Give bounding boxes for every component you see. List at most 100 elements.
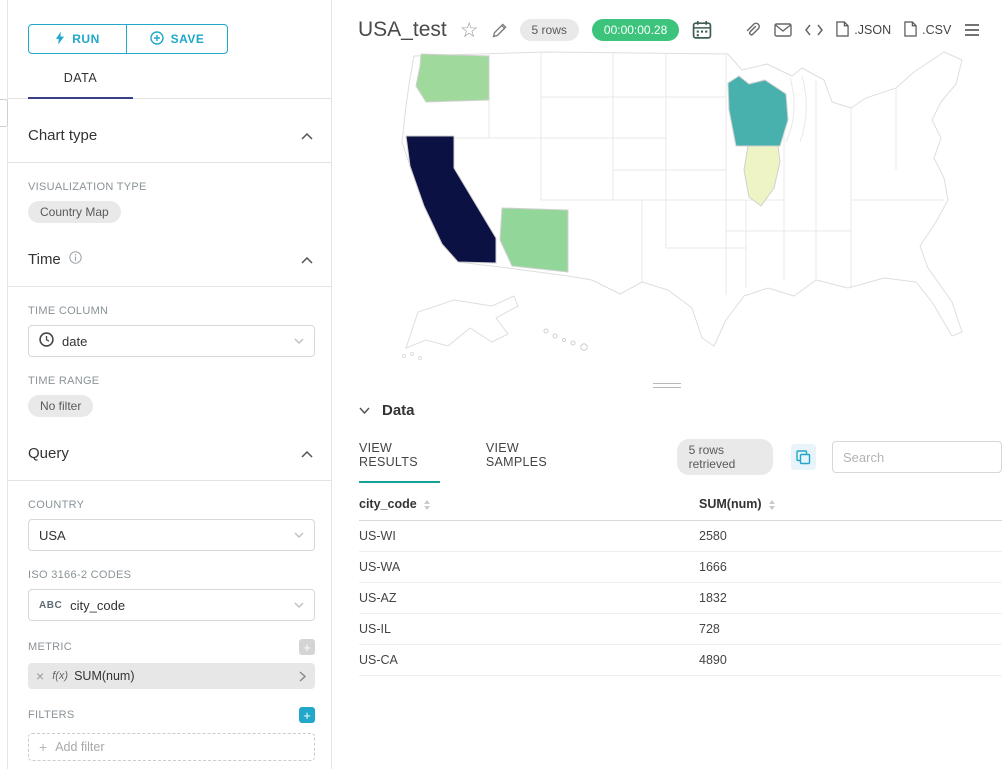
- state-wisconsin[interactable]: [727, 75, 789, 147]
- results-toolbar: VIEW RESULTS VIEW SAMPLES 5 rows retriev…: [359, 439, 1002, 483]
- add-metric-button[interactable]: +: [299, 639, 315, 655]
- run-button-label: RUN: [72, 32, 100, 46]
- export-json-label: .JSON: [854, 23, 892, 37]
- results-table: city_code SUM(num) US-WI 2580 US-WA 1666 US-…: [359, 487, 1002, 676]
- table-cell: US-CA: [359, 644, 699, 676]
- info-icon[interactable]: [69, 251, 82, 268]
- section-time-label: Time: [28, 251, 61, 268]
- metric-label-row: METRIC +: [28, 639, 315, 655]
- collapsed-datasource-panel: [0, 0, 8, 769]
- file-icon: [836, 20, 849, 40]
- state-illinois[interactable]: [743, 145, 781, 207]
- add-filter-placeholder: Add filter: [55, 740, 105, 754]
- time-column-value: date: [62, 333, 88, 349]
- table-row: US-IL 728: [359, 613, 1002, 645]
- iso-codes-label: ISO 3166-2 CODES: [28, 569, 132, 581]
- usa-choropleth-map: [401, 51, 963, 360]
- plus-circle-icon: [149, 30, 164, 48]
- section-query[interactable]: Query: [8, 417, 331, 481]
- table-header-row: city_code SUM(num): [359, 487, 1002, 521]
- export-json-button[interactable]: .JSON: [836, 20, 892, 40]
- chevron-down-icon: [294, 532, 304, 538]
- row-count-badge: 5 rows: [519, 19, 579, 41]
- favorite-star-icon[interactable]: ☆: [459, 18, 479, 42]
- query-timer-badge: 00:00:00.28: [591, 19, 680, 41]
- section-chart-type-label: Chart type: [28, 127, 98, 144]
- chevron-up-icon: [301, 445, 313, 462]
- state-borders: [454, 53, 944, 295]
- email-icon[interactable]: [774, 23, 792, 37]
- plus-icon: +: [303, 707, 311, 723]
- table-cell: 728: [699, 613, 1002, 645]
- metric-pill[interactable]: × f(x) SUM(num): [28, 663, 315, 689]
- tab-view-results[interactable]: VIEW RESULTS: [359, 441, 440, 483]
- file-icon: [904, 20, 917, 40]
- edit-pencil-icon[interactable]: [492, 22, 507, 38]
- state-washington[interactable]: [415, 53, 490, 103]
- paperclip-icon[interactable]: [744, 22, 761, 39]
- save-button[interactable]: SAVE: [126, 24, 228, 54]
- iso-codes-value: city_code: [70, 597, 126, 613]
- menu-hamburger-icon[interactable]: [964, 23, 980, 37]
- tab-view-samples[interactable]: VIEW SAMPLES: [485, 441, 547, 469]
- visualization-type-value[interactable]: Country Map: [28, 201, 121, 223]
- section-time[interactable]: Time: [8, 223, 331, 287]
- chevron-down-icon: [359, 407, 370, 414]
- alaska: [402, 295, 519, 360]
- country-select[interactable]: USA: [28, 519, 315, 551]
- add-filter-button[interactable]: +: [299, 707, 315, 723]
- time-range-value[interactable]: No filter: [28, 395, 94, 417]
- table-cell: US-WI: [359, 520, 699, 552]
- remove-metric-icon[interactable]: ×: [36, 668, 45, 684]
- iso-codes-select[interactable]: ABC city_code: [28, 589, 315, 621]
- rows-retrieved-badge: 5 rows retrieved: [676, 439, 773, 475]
- add-filter-dropzone[interactable]: + Add filter: [28, 733, 315, 761]
- export-csv-button[interactable]: .CSV: [904, 20, 952, 40]
- plus-icon: +: [39, 739, 48, 755]
- column-header-label: city_code: [359, 497, 417, 511]
- visualization-type-label: VISUALIZATION TYPE: [28, 181, 147, 193]
- expand-panel-handle[interactable]: [0, 99, 8, 127]
- save-button-label: SAVE: [170, 32, 205, 46]
- table-cell: US-AZ: [359, 582, 699, 614]
- calendar-icon[interactable]: [692, 20, 712, 40]
- chevron-up-icon: [301, 127, 313, 144]
- results-section-header[interactable]: Data: [359, 402, 1002, 419]
- table-body: US-WI 2580 US-WA 1666 US-AZ 1832 US-IL 728 US-CA…: [359, 520, 1002, 676]
- panel-resize-handle[interactable]: [653, 380, 681, 388]
- table-cell: 1832: [699, 582, 1002, 614]
- copy-to-clipboard-button[interactable]: [790, 444, 816, 470]
- chevron-right-icon[interactable]: [290, 670, 315, 682]
- clock-icon: [39, 332, 54, 350]
- table-row: US-CA 4890: [359, 644, 1002, 676]
- search-input[interactable]: [832, 441, 1002, 473]
- chart-header: USA_test ☆ 5 rows 00:00:00.28: [332, 0, 1002, 48]
- chevron-down-icon: [294, 602, 304, 608]
- table-cell: 2580: [699, 520, 1002, 552]
- active-tab-underline: [28, 97, 133, 99]
- chevron-down-icon: [294, 338, 304, 344]
- time-column-select[interactable]: date: [28, 325, 315, 357]
- chevron-up-icon: [301, 251, 313, 268]
- table-row: US-AZ 1832: [359, 582, 1002, 614]
- table-cell: 1666: [699, 551, 1002, 583]
- metric-label: METRIC: [28, 641, 72, 653]
- export-csv-label: .CSV: [922, 23, 952, 37]
- section-chart-type[interactable]: Chart type: [8, 99, 331, 163]
- column-header-city-code[interactable]: city_code: [359, 487, 699, 521]
- country-value: USA: [39, 527, 66, 543]
- state-arizona[interactable]: [499, 207, 569, 273]
- column-header-label: SUM(num): [699, 497, 762, 511]
- column-header-sum-num[interactable]: SUM(num): [699, 487, 1002, 521]
- table-row: US-WA 1666: [359, 551, 1002, 583]
- sort-icon: [423, 499, 430, 510]
- tab-data[interactable]: DATA: [28, 71, 133, 99]
- state-california[interactable]: [405, 135, 497, 264]
- chart-title: USA_test: [358, 18, 447, 41]
- filters-label: FILTERS: [28, 709, 75, 721]
- embed-code-icon[interactable]: [805, 24, 824, 36]
- country-label: COUNTRY: [28, 499, 85, 511]
- run-button[interactable]: RUN: [28, 24, 127, 54]
- hawaii: [543, 328, 588, 351]
